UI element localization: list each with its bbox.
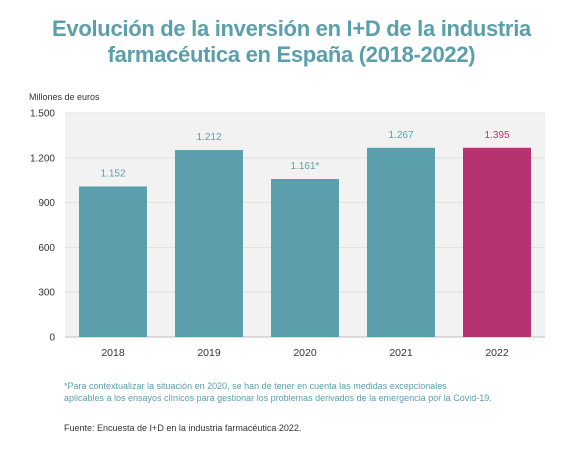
title-line-2: farmacéutica en España (2018-2022) bbox=[107, 42, 476, 67]
footnote: *Para contextualizar la situación en 202… bbox=[64, 380, 544, 404]
bar bbox=[79, 186, 147, 337]
bar bbox=[175, 150, 243, 337]
data-label: 1.212 bbox=[196, 132, 221, 143]
source-note: Fuente: Encuesta de I+D en la industria … bbox=[64, 423, 302, 433]
x-tick-label: 2019 bbox=[197, 347, 221, 359]
data-label: 1.395 bbox=[484, 130, 509, 141]
footnote-line-1: *Para contextualizar la situación en 202… bbox=[64, 381, 447, 391]
chart-title: Evolución de la inversión en I+D de la i… bbox=[0, 16, 583, 68]
data-label: 1.267 bbox=[388, 130, 413, 141]
x-tick-label: 2018 bbox=[101, 347, 125, 359]
bar bbox=[463, 147, 531, 337]
y-tick-label: 900 bbox=[38, 198, 55, 209]
x-tick-label: 2021 bbox=[389, 347, 413, 359]
data-label: 1.152 bbox=[100, 168, 125, 179]
y-tick-label: 1.200 bbox=[30, 153, 55, 164]
y-tick-label: 1.500 bbox=[30, 109, 55, 120]
footnote-line-2: aplicables a los ensayos clínicos para g… bbox=[64, 393, 492, 403]
y-tick-label: 0 bbox=[49, 333, 55, 344]
y-axis-label: Millones de euros bbox=[29, 92, 100, 102]
x-tick-label: 2020 bbox=[293, 347, 317, 359]
bar-chart: Millones de euros 0 300 600 900 1.200 1.500 1.1… bbox=[29, 92, 545, 359]
y-tick-label: 300 bbox=[38, 288, 55, 299]
x-tick-label: 2022 bbox=[485, 347, 509, 359]
y-tick-label: 600 bbox=[38, 243, 55, 254]
title-line-1: Evolución de la inversión en I+D de la i… bbox=[52, 16, 531, 41]
data-label: 1.161* bbox=[291, 161, 320, 172]
bar bbox=[271, 179, 339, 337]
bar bbox=[367, 147, 435, 337]
